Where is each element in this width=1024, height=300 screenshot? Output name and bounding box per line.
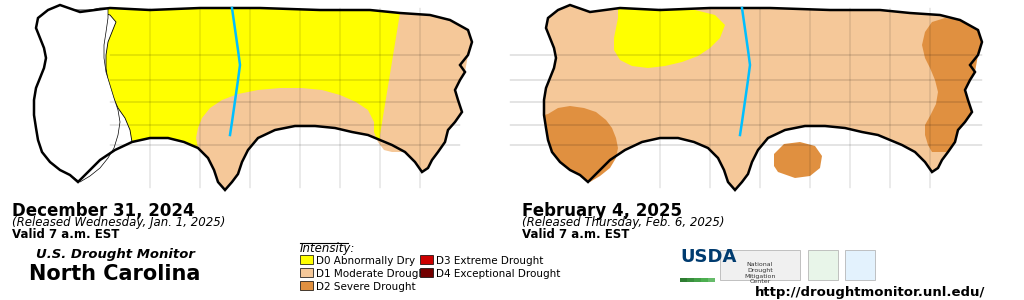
Bar xyxy=(420,255,433,264)
Text: Valid 7 a.m. EST: Valid 7 a.m. EST xyxy=(522,228,630,241)
Bar xyxy=(680,278,687,282)
Bar xyxy=(720,250,800,280)
Text: D1 Moderate Drought: D1 Moderate Drought xyxy=(316,269,429,279)
Text: National
Drought
Mitigation
Center: National Drought Mitigation Center xyxy=(744,262,776,284)
Bar xyxy=(300,281,313,290)
Text: (Released Wednesday, Jan. 1, 2025): (Released Wednesday, Jan. 1, 2025) xyxy=(12,216,225,229)
Polygon shape xyxy=(196,13,472,190)
Bar xyxy=(300,268,313,277)
Polygon shape xyxy=(34,5,472,190)
Text: (Released Thursday, Feb. 6, 2025): (Released Thursday, Feb. 6, 2025) xyxy=(522,216,725,229)
Bar xyxy=(845,250,874,280)
Bar xyxy=(694,278,701,282)
Bar xyxy=(808,250,838,280)
Text: D0 Abnormally Dry: D0 Abnormally Dry xyxy=(316,256,415,266)
Text: D2 Severe Drought: D2 Severe Drought xyxy=(316,282,416,292)
Polygon shape xyxy=(34,5,120,182)
Bar xyxy=(687,278,694,282)
Bar xyxy=(420,268,433,277)
Polygon shape xyxy=(544,5,982,190)
Text: U.S. Drought Monitor: U.S. Drought Monitor xyxy=(36,248,195,261)
Bar xyxy=(708,278,715,282)
Bar xyxy=(300,255,313,264)
Polygon shape xyxy=(614,8,725,68)
Text: USDA: USDA xyxy=(680,248,736,266)
Text: Intensity:: Intensity: xyxy=(300,242,355,255)
Text: D3 Extreme Drought: D3 Extreme Drought xyxy=(436,256,544,266)
Text: Valid 7 a.m. EST: Valid 7 a.m. EST xyxy=(12,228,120,241)
Polygon shape xyxy=(34,10,132,182)
Text: D4 Exceptional Drought: D4 Exceptional Drought xyxy=(436,269,560,279)
Polygon shape xyxy=(544,106,618,182)
Bar xyxy=(701,278,708,282)
Text: December 31, 2024: December 31, 2024 xyxy=(12,202,195,220)
Polygon shape xyxy=(922,18,982,152)
Text: February 4, 2025: February 4, 2025 xyxy=(522,202,682,220)
Text: North Carolina: North Carolina xyxy=(30,264,201,284)
Text: http://droughtmonitor.unl.edu/: http://droughtmonitor.unl.edu/ xyxy=(755,286,985,299)
Polygon shape xyxy=(774,142,822,178)
